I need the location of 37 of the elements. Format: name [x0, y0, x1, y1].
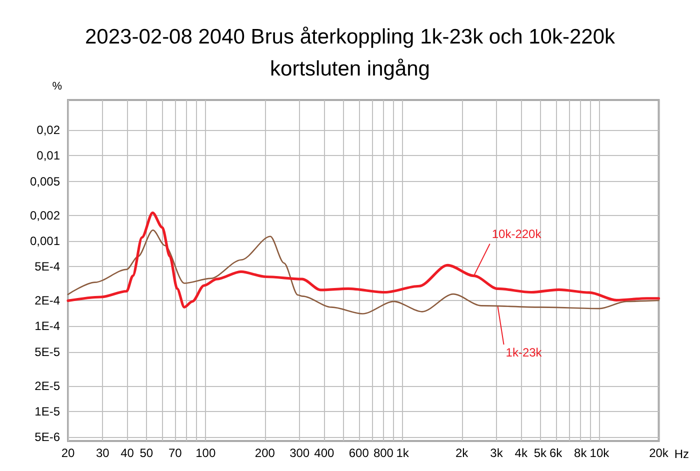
y-tick-label: 0,01 [36, 148, 60, 163]
x-axis-title: Hz [674, 447, 690, 461]
annotation: 1k-23k [506, 346, 543, 360]
x-tick-label: 400 [314, 446, 335, 460]
annotation: 10k-220k [492, 226, 542, 241]
y-tick-label: 0,005 [30, 174, 60, 188]
y-tick-label: 5E-4 [34, 260, 60, 274]
x-tick-label: 200 [254, 446, 276, 460]
y-tick-label: 2E-4 [34, 294, 60, 308]
y-tick-label: 5E-6 [34, 430, 60, 444]
x-tick-label: 20 [61, 446, 75, 460]
x-tick-label: 600 [348, 446, 370, 460]
y-axis-title: % [52, 80, 62, 92]
x-tick-label: 1k [396, 446, 410, 460]
y-tick-label: 2E-5 [34, 378, 60, 393]
x-tick-label: 6k [549, 446, 564, 460]
x-tick-label: 800 [373, 446, 394, 460]
y-tick-label: 5E-5 [34, 344, 60, 359]
x-tick-label: 8k [574, 446, 588, 460]
y-tick-label: 1E-4 [34, 319, 60, 334]
x-tick-label: 300 [290, 446, 310, 460]
x-tick-label: 3k [490, 446, 504, 460]
chart-title: 2023-02-08 2040 Brus återkoppling 1k-23k och 10k-220k kortsluten ingång [84, 26, 616, 80]
y-tick-label: 1E-5 [34, 404, 60, 418]
x-tick-label: 70 [168, 446, 182, 460]
y-tick-label: 0,02 [36, 123, 60, 138]
y-tick-label: 0,002 [30, 208, 60, 222]
x-tick-label: 100 [196, 446, 216, 460]
x-tick-label: 5k [534, 446, 548, 460]
x-tick-label: 2k [455, 446, 470, 460]
x-tick-label: 50 [140, 446, 154, 460]
x-tick-label: 30 [96, 446, 110, 460]
x-tick-label: 40 [120, 446, 134, 460]
x-tick-label: 10k [590, 446, 610, 460]
y-tick-label: 0,001 [30, 234, 60, 248]
x-tick-label: 20k [649, 446, 670, 460]
x-tick-label: 4k [514, 446, 528, 460]
